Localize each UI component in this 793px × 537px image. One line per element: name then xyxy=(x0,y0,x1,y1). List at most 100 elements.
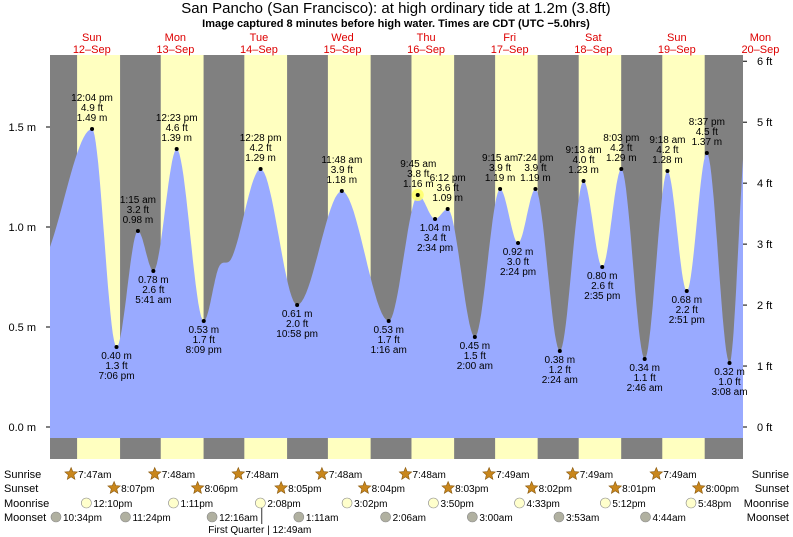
moonset-time: 4:44am xyxy=(653,513,686,524)
low-tide-label: 0.34 m xyxy=(629,363,660,374)
high-tide-label: 4.9 ft xyxy=(81,103,103,114)
low-tide-point xyxy=(151,269,156,273)
sunrise-time: 7:49am xyxy=(663,470,696,481)
left-axis-tick: 0.5 m xyxy=(8,322,36,334)
sunset-time: 8:06pm xyxy=(205,484,238,495)
tide-curve xyxy=(50,129,743,438)
sunset-sun-icon xyxy=(357,480,372,494)
high-tide-label: 8:03 pm xyxy=(603,133,639,144)
high-tide-label: 1.09 m xyxy=(432,193,463,204)
sun-moon-rows: Sunrise Sunrise Sunset Sunset Moonrise Moonri… xyxy=(4,466,789,536)
day-name: Wed xyxy=(331,32,353,44)
low-tide-label: 0.53 m xyxy=(188,325,219,336)
moonset-moon-icon xyxy=(50,511,62,523)
right-axis-tick: 1 ft xyxy=(757,361,772,373)
right-axis-tick: 5 ft xyxy=(757,117,772,129)
moonrise-moon-icon xyxy=(428,497,439,509)
high-tide-label: 9:13 am xyxy=(566,145,602,156)
row-label-left: Moonset xyxy=(4,512,46,524)
sunrise-sun-icon xyxy=(314,466,329,480)
low-tide-label: 10:58 pm xyxy=(276,329,318,340)
low-tide-point xyxy=(557,349,562,353)
low-tide-label: 2:51 pm xyxy=(669,315,705,326)
high-tide-label: 1:15 am xyxy=(120,195,156,206)
moonset-moon-icon xyxy=(206,511,218,523)
low-tide-label: 8:09 pm xyxy=(186,345,222,356)
day-date: 18–Sep xyxy=(574,44,612,56)
day-date: 16–Sep xyxy=(407,44,445,56)
row-label-right: Moonrise xyxy=(744,498,789,510)
sunrise-sun-icon xyxy=(398,466,413,480)
sunset-time: 8:05pm xyxy=(288,484,321,495)
low-tide-label: 2:24 am xyxy=(542,375,578,386)
high-tide-label: 1.19 m xyxy=(520,173,551,184)
day-date: 20–Sep xyxy=(741,44,779,56)
low-tide-point xyxy=(684,289,689,293)
moonrise-moon-icon xyxy=(255,497,266,509)
high-tide-label: 1.29 m xyxy=(606,153,637,164)
row-label-right: Sunset xyxy=(755,483,789,495)
high-tide-label: 4.0 ft xyxy=(572,155,594,166)
moonset-time: 3:00am xyxy=(479,513,512,524)
day-date: 12–Sep xyxy=(73,44,111,56)
low-tide-label: 1.1 ft xyxy=(634,373,656,384)
high-tide-label: 1.39 m xyxy=(161,133,192,144)
high-tide-point xyxy=(445,207,450,211)
low-tide-label: 2:34 pm xyxy=(417,243,453,254)
low-tide-point xyxy=(386,319,391,323)
chart-title: San Pancho (San Francisco): at high ordi… xyxy=(181,0,610,17)
low-tide-point xyxy=(114,345,119,349)
low-tide-point xyxy=(516,241,521,245)
low-tide-point xyxy=(295,303,300,307)
high-tide-point xyxy=(704,151,709,155)
left-axis-tick: 0.0 m xyxy=(8,422,36,434)
sunset-time: 8:00pm xyxy=(706,484,739,495)
day-name: Tue xyxy=(250,32,269,44)
right-axis-tick: 2 ft xyxy=(757,300,772,312)
high-tide-point xyxy=(339,189,344,193)
day-name: Sun xyxy=(667,32,687,44)
low-tide-label: 0.78 m xyxy=(138,275,169,286)
high-tide-label: 12:23 pm xyxy=(156,113,198,124)
low-tide-label: 7:06 pm xyxy=(98,371,134,382)
high-tide-point xyxy=(135,229,140,233)
low-tide-label: 2:24 pm xyxy=(500,267,536,278)
high-tide-label: 1.18 m xyxy=(327,175,358,186)
right-axis-tick: 3 ft xyxy=(757,239,772,251)
right-axis-tick: 0 ft xyxy=(757,422,772,434)
low-tide-label: 0.61 m xyxy=(282,309,313,320)
moonset-time: 10:34pm xyxy=(63,513,102,524)
high-tide-label: 9:15 am xyxy=(482,153,518,164)
sunset-sun-icon xyxy=(190,480,205,494)
high-tide-label: 4.2 ft xyxy=(610,143,632,154)
day-name: Mon xyxy=(750,32,771,44)
high-tide-point xyxy=(533,187,538,191)
high-tide-label: 1.29 m xyxy=(245,153,276,164)
low-tide-label: 2.2 ft xyxy=(676,305,698,316)
high-tide-label: 3.9 ft xyxy=(489,163,511,174)
low-tide-label: 0.40 m xyxy=(101,351,132,362)
high-tide-label: 4.2 ft xyxy=(656,145,678,156)
moonset-time: 3:53am xyxy=(566,513,599,524)
high-tide-label: 12:28 pm xyxy=(240,133,282,144)
moonset-time: 2:06am xyxy=(393,513,426,524)
current-tide-point xyxy=(415,193,420,197)
high-tide-label: 9:45 am xyxy=(400,159,436,170)
moonrise-time: 3:50pm xyxy=(440,499,473,510)
high-tide-label: 9:18 am xyxy=(649,135,685,146)
low-tide-label: 3.4 ft xyxy=(424,233,446,244)
moonrise-moon-icon xyxy=(168,497,179,509)
day-name: Thu xyxy=(417,32,436,44)
moonset-moon-icon xyxy=(293,511,305,523)
high-tide-label: 1.16 m xyxy=(403,179,434,190)
sunrise-sun-icon xyxy=(649,466,664,480)
low-tide-label: 2:46 am xyxy=(627,383,663,394)
tide-area xyxy=(50,129,743,438)
sunset-time: 8:07pm xyxy=(121,484,154,495)
left-axis-tick: 1.0 m xyxy=(8,222,36,234)
right-axis-tick: 4 ft xyxy=(757,178,772,190)
sunrise-sun-icon xyxy=(64,466,79,480)
low-tide-label: 1.2 ft xyxy=(549,365,571,376)
moonrise-moon-icon xyxy=(600,497,611,509)
